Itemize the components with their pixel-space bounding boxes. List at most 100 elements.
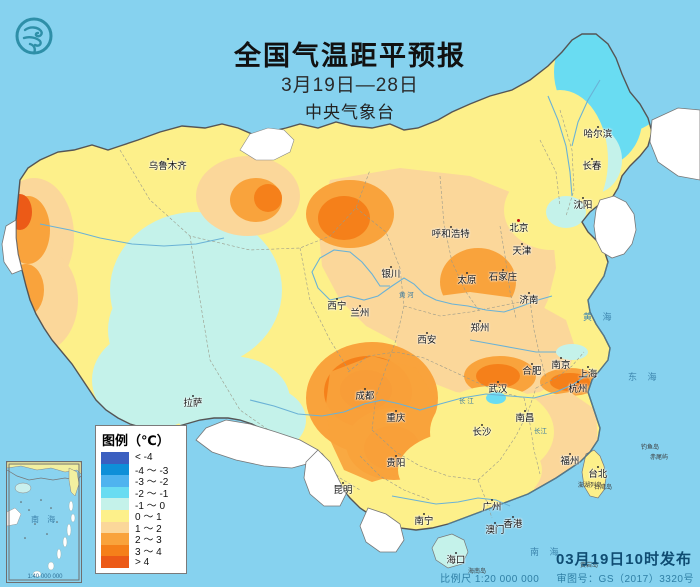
city-label: 重庆 <box>386 410 405 423</box>
legend-label: < -4 <box>135 452 153 464</box>
city-marker-icon <box>523 410 526 412</box>
island-name-label: 澎湖列岛 <box>578 483 603 489</box>
legend-label: -3 ～ -2 <box>135 477 169 489</box>
taiwan-outline <box>581 449 607 499</box>
city-label: 贵阳 <box>386 455 405 468</box>
city-label: 拉萨 <box>183 395 202 408</box>
legend-label: -2 ～ -1 <box>135 489 169 501</box>
legend-label: 3 ～ 4 <box>135 547 162 559</box>
city-marker-icon <box>501 269 504 271</box>
city-marker-icon <box>454 552 457 554</box>
legend-row: 2 ～ 3 <box>101 533 182 547</box>
city-marker-icon <box>449 226 452 228</box>
legend-row: -1 ～ 0 <box>101 498 182 512</box>
city-label: 北京 <box>509 219 528 233</box>
city-marker-icon <box>493 522 496 524</box>
city-marker-icon <box>465 272 468 274</box>
city-name: 澳门 <box>485 524 505 536</box>
city-name: 拉萨 <box>183 397 203 409</box>
city-name: 合肥 <box>522 365 542 377</box>
legend-title: 图例（℃） <box>102 433 170 448</box>
legend-label: -4 ～ -3 <box>135 465 169 477</box>
river-name-label: 长江 <box>534 428 547 435</box>
legend-label: 1 ～ 2 <box>135 523 162 535</box>
city-label: 南昌 <box>515 410 534 423</box>
city-label: 济南 <box>519 292 538 305</box>
city-marker-icon <box>394 455 397 457</box>
city-name: 西宁 <box>327 300 347 312</box>
city-name: 南宁 <box>414 515 434 527</box>
legend-row: -2 ～ -1 <box>101 486 182 501</box>
legend-swatch <box>101 556 129 568</box>
city-marker-icon <box>394 410 397 412</box>
city-label: 兰州 <box>350 305 369 318</box>
city-marker-icon <box>425 332 428 334</box>
city-marker-icon <box>590 158 593 160</box>
legend-row: 1 ～ 2 <box>101 521 182 535</box>
city-name: 福州 <box>560 455 580 467</box>
city-label: 呼和浩特 <box>432 226 470 239</box>
publish-time: 03月19日10时发布 <box>555 551 692 568</box>
city-label: 郑州 <box>470 320 489 333</box>
sea-name-label: 南 海 <box>530 547 563 557</box>
island-name-label: 海南岛 <box>468 569 487 575</box>
city-name: 武汉 <box>488 383 508 395</box>
map-scale: 比例尺 1:20 000 000 <box>440 574 540 585</box>
city-label: 南宁 <box>414 513 433 526</box>
city-name: 西安 <box>417 334 437 346</box>
legend-swatch <box>101 533 129 545</box>
city-marker-icon <box>596 126 599 128</box>
city-name: 乌鲁木齐 <box>148 160 187 172</box>
city-marker-icon <box>596 466 599 468</box>
city-marker-icon <box>527 292 530 294</box>
city-name: 上海 <box>578 368 598 380</box>
city-label: 昆明 <box>333 482 352 495</box>
city-marker-icon <box>478 320 481 322</box>
legend-swatch <box>101 463 129 476</box>
city-name: 台北 <box>588 468 608 480</box>
city-name: 香港 <box>503 518 523 530</box>
footer-info: 比例尺 1:20 000 000 审图号：GS（2017）3320号 <box>426 570 694 585</box>
city-name: 贵阳 <box>386 457 406 469</box>
city-label: 南京 <box>551 357 570 370</box>
sea-name-label: 黄 海 <box>583 312 616 322</box>
legend-label: 2 ～ 3 <box>135 535 162 547</box>
city-name: 长春 <box>582 160 602 172</box>
city-marker-icon <box>422 513 425 515</box>
legend-swatch <box>101 509 129 522</box>
rivers <box>39 79 601 507</box>
sea-name-label: 东 海 <box>628 372 661 382</box>
city-marker-icon <box>576 381 579 383</box>
city-marker-icon <box>517 219 521 222</box>
city-marker-icon <box>568 453 571 455</box>
city-label: 福州 <box>560 453 579 466</box>
city-label: 香港 <box>503 516 522 529</box>
island-name-label: 赤尾屿 <box>650 455 669 461</box>
city-label: 武汉 <box>488 381 507 394</box>
city-name: 天津 <box>512 245 532 257</box>
city-name: 杭州 <box>568 383 588 395</box>
river-name-label: 黄 河 <box>399 292 414 299</box>
city-name: 银川 <box>381 268 401 280</box>
island-name-label: 台湾岛 <box>594 485 613 491</box>
city-name: 长沙 <box>472 426 492 438</box>
city-name: 北京 <box>509 222 529 234</box>
hainan-outline <box>431 533 469 569</box>
legend-swatch <box>101 521 129 534</box>
cma-logo-icon <box>15 17 53 55</box>
city-label: 成都 <box>355 388 374 401</box>
city-name: 广州 <box>482 501 502 513</box>
city-marker-icon <box>586 366 589 368</box>
city-name: 哈尔滨 <box>583 128 613 140</box>
legend-label: > 4 <box>135 556 150 568</box>
city-marker-icon <box>389 266 392 268</box>
city-marker-icon <box>496 381 499 383</box>
city-label: 西安 <box>417 332 436 345</box>
legend-swatch <box>101 498 129 510</box>
island-name-label: 黄岩岛 <box>580 563 599 569</box>
city-marker-icon <box>191 395 194 397</box>
inset-sea-label: 南 海 <box>31 515 59 524</box>
city-label: 太原 <box>457 272 476 285</box>
city-name: 沈阳 <box>573 199 593 211</box>
